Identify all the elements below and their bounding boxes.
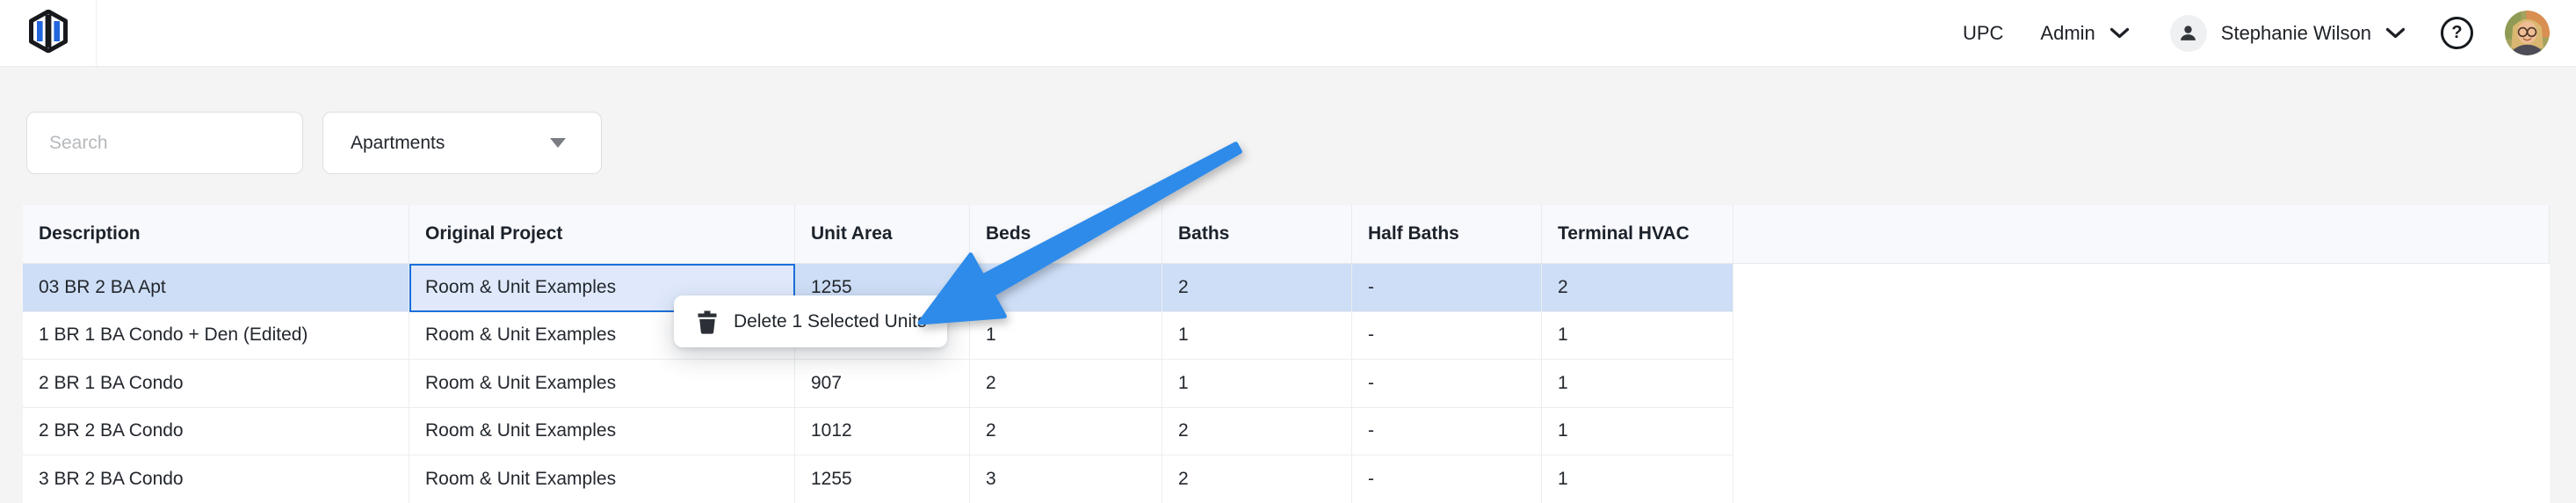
header-cell-baths[interactable]: Baths xyxy=(1162,205,1352,263)
table-row: 3 BR 2 BA Condo Room & Unit Examples 125… xyxy=(23,456,2550,503)
cell-baths[interactable]: 1 xyxy=(1162,311,1352,360)
header-cell-half-baths[interactable]: Half Baths xyxy=(1352,205,1542,263)
header-cell-original-project[interactable]: Original Project xyxy=(409,205,795,263)
cell-unit-area[interactable]: 1012 xyxy=(795,407,970,456)
context-menu-label: Delete 1 Selected Units xyxy=(734,310,927,332)
cell-description[interactable]: 3 BR 2 BA Condo xyxy=(23,456,409,503)
header-cell-description[interactable]: Description xyxy=(23,205,409,263)
cell-filler xyxy=(1733,408,2550,456)
table-row: 1 BR 1 BA Condo + Den (Edited) Room & Un… xyxy=(23,311,2550,361)
context-menu-delete-selected[interactable]: Delete 1 Selected Units xyxy=(674,295,948,347)
cell-half-baths[interactable]: - xyxy=(1352,311,1542,360)
cell-unit-area[interactable]: 907 xyxy=(795,360,970,408)
chevron-down-icon xyxy=(2109,27,2129,39)
cell-original-project[interactable]: Room & Unit Examples xyxy=(409,407,795,456)
header-cell-beds[interactable]: Beds xyxy=(970,205,1162,263)
cell-terminal-hvac[interactable]: 1 xyxy=(1542,311,1733,360)
search-box xyxy=(26,112,303,174)
top-navbar: UPC Admin Stephanie Wilson ? xyxy=(0,0,2576,67)
cell-description[interactable]: 2 BR 2 BA Condo xyxy=(23,407,409,456)
cell-beds[interactable]: 2 xyxy=(970,407,1162,456)
units-table: Description Original Project Unit Area B… xyxy=(23,205,2550,503)
trash-icon xyxy=(698,310,717,334)
cell-filler xyxy=(1733,312,2550,361)
cell-terminal-hvac[interactable]: 1 xyxy=(1542,360,1733,408)
caret-down-icon xyxy=(550,138,566,148)
cell-terminal-hvac[interactable]: 1 xyxy=(1542,456,1733,503)
table-row: 03 BR 2 BA Apt Room & Unit Examples 1255… xyxy=(23,264,2550,312)
help-button[interactable]: ? xyxy=(2441,17,2473,49)
cell-description[interactable]: 03 BR 2 BA Apt xyxy=(23,264,409,312)
cell-half-baths[interactable]: - xyxy=(1352,407,1542,456)
hexagon-logo-icon xyxy=(28,9,68,57)
header-cell-unit-area[interactable]: Unit Area xyxy=(795,205,970,263)
cell-original-project[interactable]: Room & Unit Examples xyxy=(409,456,795,503)
upc-label[interactable]: UPC xyxy=(1962,21,2004,44)
cell-baths[interactable]: 2 xyxy=(1162,456,1352,503)
cell-beds[interactable]: 1 xyxy=(970,311,1162,360)
user-avatar[interactable] xyxy=(2505,11,2550,55)
table-header-row: Description Original Project Unit Area B… xyxy=(23,205,2550,264)
question-mark-icon: ? xyxy=(2451,23,2463,42)
cell-description[interactable]: 1 BR 1 BA Condo + Den (Edited) xyxy=(23,311,409,360)
header-cell-terminal-hvac[interactable]: Terminal HVAC xyxy=(1542,205,1733,263)
user-name-label: Stephanie Wilson xyxy=(2220,21,2371,44)
cell-filler xyxy=(1733,456,2550,503)
admin-menu-label: Admin xyxy=(2040,21,2095,44)
cell-unit-area[interactable]: 1255 xyxy=(795,456,970,503)
cell-half-baths[interactable]: - xyxy=(1352,456,1542,503)
person-icon xyxy=(2181,26,2196,40)
header-cell-filler xyxy=(1733,205,2550,263)
cell-half-baths[interactable]: - xyxy=(1352,264,1542,312)
table-row: 2 BR 1 BA Condo Room & Unit Examples 907… xyxy=(23,360,2550,408)
cell-unit-area[interactable] xyxy=(795,311,970,360)
admin-menu[interactable]: Admin xyxy=(2040,22,2129,45)
cell-original-project[interactable]: Room & Unit Examples xyxy=(409,360,795,408)
brand-logo-button[interactable] xyxy=(0,0,97,66)
search-input[interactable] xyxy=(27,113,302,173)
navbar-right-group: UPC Admin Stephanie Wilson ? xyxy=(1963,11,2576,55)
cell-baths[interactable]: 2 xyxy=(1162,407,1352,456)
cell-filler xyxy=(1733,264,2550,312)
cell-half-baths[interactable]: - xyxy=(1352,360,1542,408)
cell-baths[interactable]: 1 xyxy=(1162,360,1352,408)
user-menu[interactable]: Stephanie Wilson xyxy=(2169,14,2406,52)
cell-beds[interactable]: 3 xyxy=(970,456,1162,503)
cell-filler xyxy=(1733,360,2550,408)
person-badge xyxy=(2169,14,2207,52)
cell-baths[interactable]: 2 xyxy=(1162,264,1352,312)
cell-terminal-hvac[interactable]: 1 xyxy=(1542,407,1733,456)
cell-beds[interactable]: 3 xyxy=(970,264,1162,312)
cell-description[interactable]: 2 BR 1 BA Condo xyxy=(23,360,409,408)
table-row: 2 BR 2 BA Condo Room & Unit Examples 101… xyxy=(23,407,2550,456)
page-content: Apartments Description Original Project … xyxy=(0,66,2576,503)
cell-terminal-hvac[interactable]: 2 xyxy=(1542,264,1733,312)
category-select[interactable]: Apartments xyxy=(322,112,602,174)
cell-beds[interactable]: 2 xyxy=(970,360,1162,408)
chevron-down-icon xyxy=(2385,27,2406,39)
category-selected-value: Apartments xyxy=(351,132,445,153)
